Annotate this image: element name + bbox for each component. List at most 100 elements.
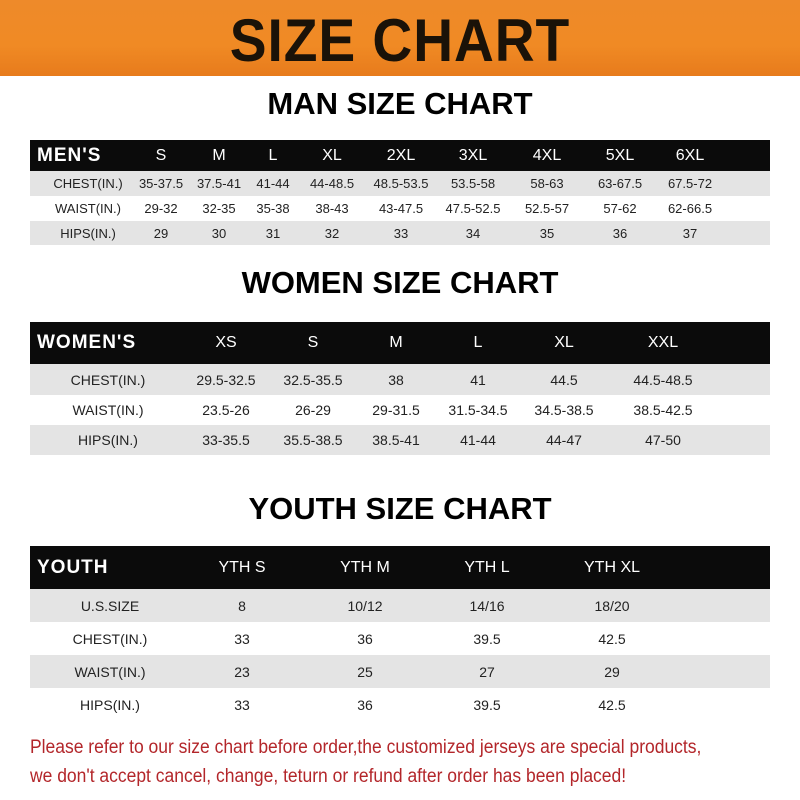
table-cell: 38-43 <box>315 201 349 216</box>
table-header-row: WOMEN'S XS S M L XL XXL <box>30 322 770 364</box>
measurement-label: HIPS(IN.) <box>78 432 138 448</box>
size-header-cell: L <box>268 146 278 164</box>
youth-size-table: YOUTH YTH S YTH M YTH L YTH XL U.S.SIZE 8 10/12… <box>30 546 770 721</box>
men-size-table: MEN'S S M L XL 2XL 3XL 4XL 5XL 6XL CHEST(IN.) 35-37… <box>30 140 770 245</box>
table-cell: 41-44 <box>460 432 496 448</box>
table-cell: 57-62 <box>603 201 637 216</box>
footer-line-1: Please refer to our size chart before or… <box>30 737 702 758</box>
men-chart-title: MAN SIZE CHART <box>267 86 533 121</box>
size-header-cell: YTH L <box>464 558 510 576</box>
table-cell: 14/16 <box>469 597 505 614</box>
measurement-label: U.S.SIZE <box>80 597 140 614</box>
size-header-cell: 6XL <box>675 146 705 164</box>
table-cell: 52.5-57 <box>524 201 570 216</box>
table-cell: 36 <box>357 630 373 647</box>
size-header-cell: M <box>389 334 403 351</box>
table-cell: 38.5-41 <box>372 432 420 448</box>
table-cell: 26-29 <box>295 402 331 418</box>
table-cell: 29.5-32.5 <box>196 371 256 388</box>
size-header-cell: YTH M <box>340 558 390 576</box>
size-header-cell: XL <box>554 334 574 351</box>
table-cell: 35.5-38.5 <box>283 432 343 448</box>
measurement-label: WAIST(IN.) <box>55 201 121 216</box>
table-cell: 27 <box>479 663 495 680</box>
table-cell: 38.5-42.5 <box>633 402 693 418</box>
table-cell: 25 <box>357 663 373 680</box>
table-cell: 44.5-48.5 <box>633 371 693 388</box>
table-cell: 32 <box>324 225 340 241</box>
table-cell: 41 <box>470 371 486 388</box>
table-category-label: MEN'S <box>37 144 102 166</box>
table-category-label: YOUTH <box>37 556 109 578</box>
size-header-cell: 5XL <box>605 146 635 164</box>
size-header-cell: YTH S <box>218 558 266 576</box>
table-row: CHEST(IN.) 33 36 39.5 42.5 <box>30 622 770 655</box>
banner-title: SIZE CHART <box>229 7 571 74</box>
table-cell: 29-32 <box>144 201 178 216</box>
table-cell: 47.5-52.5 <box>445 201 501 216</box>
table-cell: 35-38 <box>256 201 290 216</box>
size-header-cell: XS <box>215 334 237 351</box>
table-row: WAIST(IN.) 29-32 32-35 35-38 38-43 43-47.5 47.… <box>30 196 770 221</box>
size-header-cell: L <box>473 334 483 351</box>
women-size-table: WOMEN'S XS S M L XL XXL CHEST(IN.) 29.5-32.5 32.5… <box>30 322 770 455</box>
table-cell: 34.5-38.5 <box>534 402 594 418</box>
table-cell: 38 <box>388 371 404 388</box>
table-row: HIPS(IN.) 33-35.5 35.5-38.5 38.5-41 41-44 44-… <box>30 425 770 455</box>
measurement-label: CHEST(IN.) <box>53 176 123 191</box>
table-header-row: YOUTH YTH S YTH M YTH L YTH XL <box>30 546 770 589</box>
size-header-cell: S <box>307 334 319 351</box>
table-cell: 34 <box>465 225 481 241</box>
measurement-label: CHEST(IN.) <box>70 371 146 388</box>
size-header-cell: 2XL <box>386 146 416 164</box>
table-category-label: WOMEN'S <box>37 332 137 353</box>
table-cell: 36 <box>357 696 373 713</box>
table-cell: 31 <box>265 225 281 241</box>
measurement-label: WAIST(IN.) <box>72 402 144 418</box>
table-cell: 18/20 <box>594 597 630 614</box>
table-cell: 44-47 <box>546 432 582 448</box>
footer-line-2: we don't accept cancel, change, teturn o… <box>30 766 627 787</box>
footer-notice: Please refer to our size chart before or… <box>30 733 729 791</box>
table-cell: 44.5 <box>550 371 578 388</box>
size-header-cell: 4XL <box>532 146 562 164</box>
size-header-cell: 3XL <box>458 146 488 164</box>
table-cell: 37.5-41 <box>196 176 242 191</box>
size-header-cell: XXL <box>647 334 679 351</box>
table-row: WAIST(IN.) 23 25 27 29 <box>30 655 770 688</box>
table-cell: 23.5-26 <box>202 402 250 418</box>
table-cell: 53.5-58 <box>450 176 496 191</box>
size-header-cell: XL <box>322 146 342 164</box>
table-cell: 32-35 <box>202 201 236 216</box>
size-header-cell: YTH XL <box>583 558 641 576</box>
table-cell: 37 <box>682 225 698 241</box>
table-cell: 33 <box>234 696 250 713</box>
table-cell: 48.5-53.5 <box>373 176 429 191</box>
table-cell: 63-67.5 <box>597 176 643 191</box>
table-row: HIPS(IN.) 29 30 31 32 33 34 35 36 37 <box>30 221 770 245</box>
table-cell: 33 <box>393 225 409 241</box>
table-row: HIPS(IN.) 33 36 39.5 42.5 <box>30 688 770 721</box>
table-cell: 33 <box>234 630 250 647</box>
table-cell: 43-47.5 <box>378 201 424 216</box>
table-row: WAIST(IN.) 23.5-26 26-29 29-31.5 31.5-34.5 34… <box>30 395 770 425</box>
table-cell: 58-63 <box>530 176 564 191</box>
table-cell: 29 <box>604 663 620 680</box>
measurement-label: WAIST(IN.) <box>74 663 146 680</box>
table-cell: 35-37.5 <box>138 176 184 191</box>
table-row: U.S.SIZE 8 10/12 14/16 18/20 <box>30 589 770 622</box>
table-row: CHEST(IN.) 35-37.5 37.5-41 41-44 44-48.5 48.5… <box>30 171 770 196</box>
measurement-label: HIPS(IN.) <box>60 225 116 241</box>
table-header-row: MEN'S S M L XL 2XL 3XL 4XL 5XL 6XL <box>30 140 770 171</box>
women-chart-title: WOMEN SIZE CHART <box>241 265 559 300</box>
table-cell: 41-44 <box>256 176 290 191</box>
size-header-cell: S <box>155 146 167 164</box>
table-cell: 36 <box>612 225 628 241</box>
table-cell: 42.5 <box>598 630 626 647</box>
table-cell: 29 <box>153 225 169 241</box>
size-chart-banner: SIZE CHART <box>0 0 800 76</box>
table-cell: 31.5-34.5 <box>448 402 508 418</box>
table-cell: 67.5-72 <box>667 176 713 191</box>
size-header-cell: M <box>212 146 226 164</box>
table-row: CHEST(IN.) 29.5-32.5 32.5-35.5 38 41 44.5 44.5… <box>30 364 770 395</box>
